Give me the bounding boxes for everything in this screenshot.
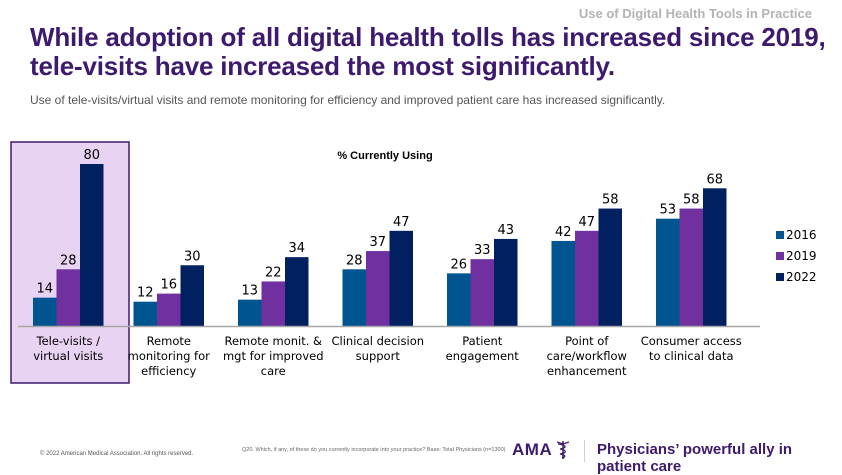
value-label: 68: [706, 172, 723, 187]
category-label: Remote monit. &: [224, 334, 322, 348]
bar-2016-5: [551, 240, 575, 326]
value-label: 43: [497, 223, 514, 238]
tagline: Physicians’ powerful ally in patient car…: [597, 441, 793, 475]
value-label: 16: [160, 278, 177, 293]
chart-title: % Currently Using: [337, 150, 432, 162]
value-label: 42: [555, 225, 572, 240]
section-label: Use of Digital Health Tools in Practice: [578, 6, 812, 21]
legend-label-2022: 2022: [786, 270, 817, 284]
bar-2016-3: [342, 269, 366, 326]
bar-2016-6: [656, 218, 680, 326]
legend-swatch-2022: [776, 273, 784, 281]
bar-2016-4: [447, 273, 471, 326]
bar-2022-2: [285, 257, 309, 326]
value-label: 47: [393, 215, 410, 230]
category-label: Tele-visits /: [36, 334, 101, 348]
value-label: 28: [60, 253, 77, 268]
bar-2016-1: [133, 301, 157, 326]
footer-divider: [584, 440, 585, 462]
bar-2022-4: [494, 238, 518, 326]
bar-2022-1: [180, 265, 204, 326]
value-label: 13: [241, 284, 258, 299]
value-label: 34: [288, 241, 305, 256]
value-label: 80: [83, 148, 100, 163]
category-label: virtual visits: [33, 349, 103, 363]
bars-group: [33, 164, 727, 326]
bar-2019-2: [261, 281, 285, 326]
page-title: While adoption of all digital health tol…: [30, 22, 826, 81]
bar-2019-0: [56, 269, 80, 326]
bar-2016-2: [238, 299, 262, 326]
copyright: © 2022 American Medical Association. All…: [40, 451, 194, 457]
bar-2019-6: [679, 208, 703, 326]
legend-label-2016: 2016: [786, 228, 817, 242]
value-label: 58: [683, 193, 700, 208]
value-label: 26: [450, 257, 467, 272]
bar-2019-4: [470, 259, 494, 326]
category-label: care: [261, 364, 286, 378]
bar-2022-3: [389, 230, 413, 326]
footnote-question: Q20. Which, if any, of these do you curr…: [242, 447, 506, 453]
bar-2022-5: [598, 208, 622, 326]
category-label: to clinical data: [649, 349, 734, 363]
value-label: 33: [474, 243, 491, 258]
category-label: monitoring for: [128, 349, 211, 363]
bar-2019-3: [366, 251, 390, 326]
caduceus-icon: [556, 441, 570, 459]
value-label: 37: [369, 235, 386, 250]
legend-swatch-2019: [776, 252, 784, 260]
category-label: Remote: [147, 334, 191, 348]
category-labels-group: Tele-visits /virtual visits Remotemonitor…: [33, 334, 742, 378]
bar-2019-1: [157, 293, 181, 326]
value-labels-group: 14 28 80 12 16 30 13 22 34 28 37 47 26 33 43 42 47 58 53 58…: [36, 148, 723, 301]
page-subtitle: Use of tele-visits/virtual visits and re…: [30, 93, 666, 107]
value-label: 53: [659, 203, 676, 218]
category-label: enhancement: [547, 364, 627, 378]
legend: 2016 2019 2022: [776, 228, 817, 284]
category-label: Consumer access: [641, 334, 742, 348]
category-label: care/workflow: [547, 349, 627, 363]
bar-2022-0: [80, 164, 104, 326]
value-label: 14: [36, 282, 53, 297]
category-label: Patient: [462, 334, 503, 348]
category-label: support: [356, 349, 401, 363]
value-label: 58: [602, 193, 619, 208]
category-label: Point of: [565, 334, 609, 348]
category-label: engagement: [446, 349, 520, 363]
bar-2022-6: [703, 188, 727, 326]
value-label: 12: [137, 286, 154, 301]
category-label: mgt for improved: [223, 349, 324, 363]
bar-2019-5: [575, 230, 599, 326]
category-label: efficiency: [141, 364, 196, 378]
legend-label-2019: 2019: [786, 249, 817, 263]
value-label: 30: [184, 249, 201, 264]
value-label: 28: [346, 253, 363, 268]
ama-logo: AMA: [512, 440, 553, 459]
value-label: 22: [265, 265, 282, 280]
legend-swatch-2016: [776, 231, 784, 239]
value-label: 47: [578, 215, 595, 230]
highlight-box: [10, 141, 130, 384]
category-label: Clinical decision: [331, 334, 424, 348]
bar-2016-0: [33, 297, 57, 326]
